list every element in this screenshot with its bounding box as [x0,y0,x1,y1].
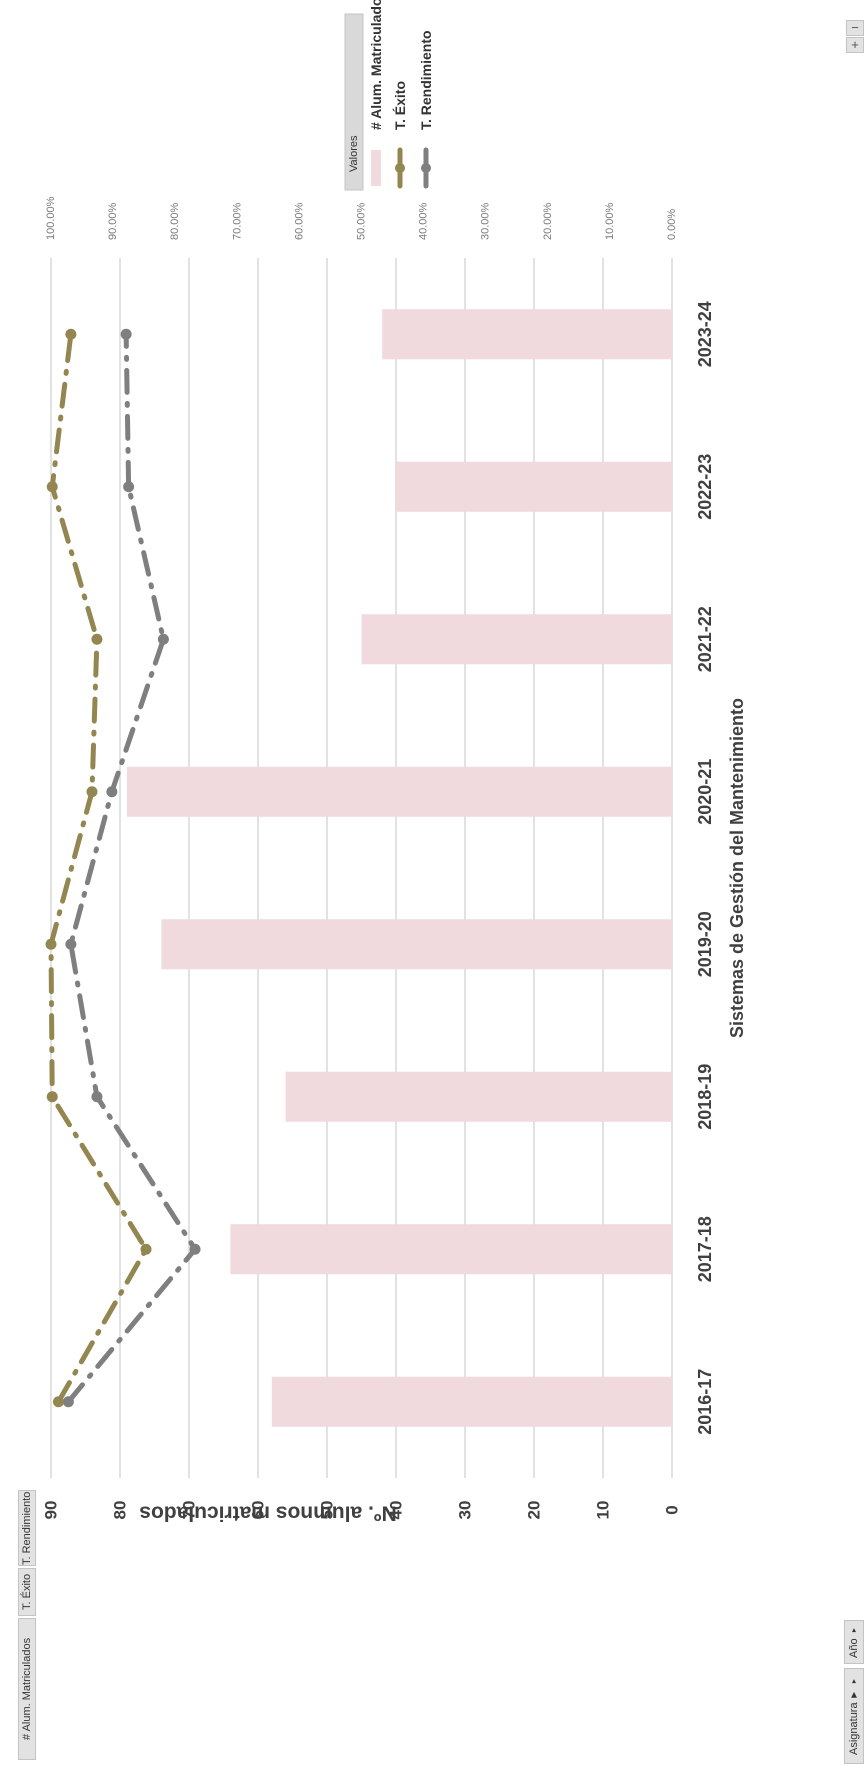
rendimiento-point [91,1091,103,1103]
y2-tick-label: 40.00% [418,202,430,240]
exito-point [86,786,98,798]
y-tick-label: 0 [663,1505,682,1514]
legend-title-box [344,13,364,191]
bar [161,919,672,970]
filter-anio[interactable]: Año ▾ [844,1620,864,1664]
x-axis-title: Sistemas de Gestión del Mantenimiento [727,698,747,1038]
exito-point [140,1243,152,1255]
field-button-alum[interactable]: # Alum. Matriculados [18,1618,36,1760]
bar [361,614,672,665]
exito-line [48,331,149,1405]
x-tick-label: 2022-23 [695,454,715,520]
bar [230,1224,672,1275]
exito-point [91,633,103,645]
y-tick-label: 60 [249,1501,268,1520]
y-tick-label: 80 [111,1501,130,1520]
y2-tick-label: 10.00% [604,202,616,240]
filter-asignatura-label: Asignatura [848,1702,860,1756]
y2-tick-label: 80.00% [169,202,181,240]
legend-title: Valores [348,135,360,172]
y-tick-label: 30 [456,1501,475,1520]
field-button-rendimiento[interactable]: T. Rendimiento [18,1490,36,1566]
y2-tick-label: 30.00% [480,202,492,240]
field-button-exito[interactable]: T. Éxito [18,1568,36,1616]
collapse-button[interactable]: − [846,20,864,36]
x-tick-label: 2020-21 [695,759,715,825]
chevron-down-icon: ▾ [849,1626,859,1636]
expand-button[interactable]: + [846,37,864,53]
legend-label-rendimiento: T. Rendimiento [418,30,434,130]
legend [344,13,431,191]
filter-anio-label: Año [848,1638,860,1658]
rendimiento-point [123,481,135,493]
y-axis-title: Nº. alumnos matriculados [139,1502,396,1525]
bar [271,1376,672,1427]
y-tick-label: 20 [525,1501,544,1520]
rendimiento-point [120,328,132,340]
y2-tick-label: 20.00% [542,202,554,240]
exito-point [65,328,77,340]
bar [396,461,672,512]
exito-point [45,938,57,950]
field-button-alum-label: # Alum. Matriculados [21,1637,33,1741]
legend-marker-rendimiento [421,163,431,173]
y2-tick-label: 60.00% [293,202,305,240]
exito-point [52,1396,64,1408]
y2-tick-label: 0.00% [666,209,678,240]
rendimiento-point [157,633,169,645]
y-tick-label: 40 [387,1501,406,1520]
rendimiento-line [65,331,198,1405]
y-tick-label: 50 [318,1501,337,1520]
y2-tick-label: 50.00% [356,202,368,240]
y2-tick-label: 100.00% [45,196,57,240]
rendimiento-point [189,1243,201,1255]
y-tick-label: 10 [594,1501,613,1520]
y-tick-label: 70 [180,1501,199,1520]
y2-tick-label: 90.00% [107,202,119,240]
y2-tick-label: 70.00% [231,202,243,240]
x-tick-label: 2017-18 [695,1216,715,1282]
filter-asignatura[interactable]: Asignatura ▼ ▾ [844,1668,864,1764]
x-tick-label: 2018-19 [695,1064,715,1130]
y-tick-label: 90 [42,1501,61,1520]
funnel-icon: ▼ [848,1688,860,1700]
exito-point [46,1091,58,1103]
x-tick-label: 2016-17 [695,1369,715,1435]
field-button-exito-label: T. Éxito [21,1573,33,1611]
rendimiento-point [62,1396,74,1408]
legend-swatch-alum [371,150,381,186]
legend-marker-exito [395,163,405,173]
rendimiento-point [65,938,77,950]
bar [382,309,672,360]
bar [285,1071,672,1122]
field-button-rendimiento-label: T. Rendimiento [21,1491,33,1565]
x-tick-label: 2023-24 [695,301,715,367]
chevron-down-icon: ▾ [849,1676,859,1686]
x-tick-label: 2019-20 [695,911,715,977]
legend-label-exito: T. Éxito [392,81,408,130]
bar [126,766,672,817]
legend-label-alum: # Alum. Matriculados [368,0,384,130]
exito-point [46,481,58,493]
rendimiento-point [106,786,118,798]
x-tick-label: 2021-22 [695,606,715,672]
